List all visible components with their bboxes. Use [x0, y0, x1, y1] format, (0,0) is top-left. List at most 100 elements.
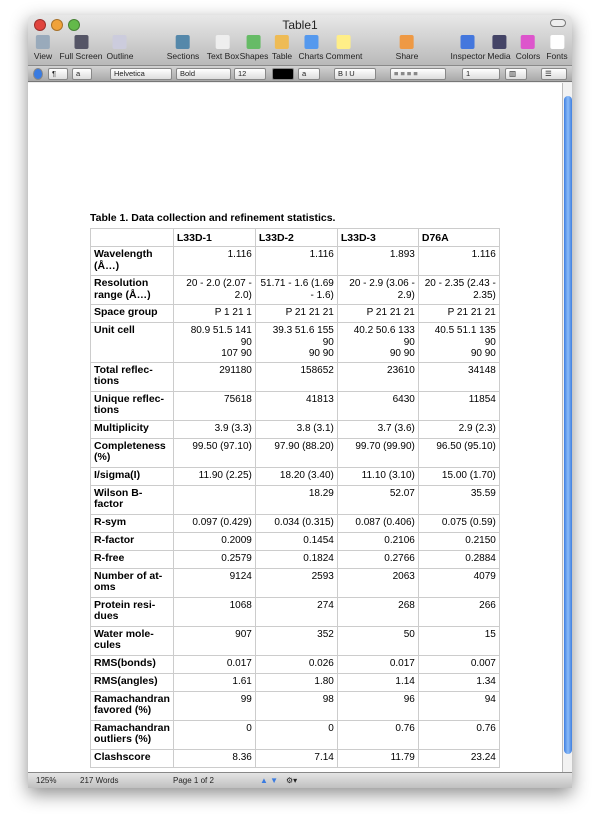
table-cell[interactable]: 3.8 (3.1)	[254, 419, 338, 439]
table-cell[interactable]: 18.29	[254, 484, 338, 515]
table-cell[interactable]: 0.017	[172, 654, 256, 674]
table-cell[interactable]: 80.9 51.5 141 90 107 90	[172, 322, 256, 363]
row-label[interactable]: I/sigma(I)	[90, 466, 174, 486]
table-cell[interactable]: 8.36	[172, 748, 256, 768]
toolbar-toggle-button[interactable]	[550, 19, 566, 27]
table-cell[interactable]: 0.76	[336, 719, 419, 750]
table-cell[interactable]: 97.90 (88.20)	[254, 437, 338, 468]
row-label[interactable]: Clashscore	[90, 748, 174, 768]
table-cell[interactable]: 1.61	[172, 672, 256, 692]
bold-italic-underline-buttons[interactable]: B I U	[334, 68, 376, 80]
table-cell[interactable]: 1.116	[172, 246, 256, 276]
statistics-table[interactable]: L33D-1 L33D-2 L33D-3 D76A Wavelength (Å…) 1.…	[90, 228, 500, 768]
table-cell[interactable]: 11.90 (2.25)	[172, 466, 256, 486]
table-cell[interactable]: 23.24	[417, 748, 500, 768]
typeface-select[interactable]: Bold	[176, 68, 231, 80]
table-cell[interactable]: 20 - 2.9 (3.06 - 2.9)	[336, 275, 419, 305]
table-cell[interactable]: 34148	[417, 361, 500, 392]
document-canvas[interactable]: Table 1. Data collection and refinement …	[28, 83, 562, 772]
column-header[interactable]: L33D-1	[172, 228, 256, 247]
zoom-select[interactable]: 125%	[36, 776, 57, 785]
toolbar-full-screen-button[interactable]: Full Screen	[60, 35, 103, 61]
table-cell[interactable]: 2593	[254, 567, 338, 598]
table-cell[interactable]: 51.71 - 1.6 (1.69 - 1.6)	[254, 275, 338, 305]
table-cell[interactable]: 158652	[254, 361, 338, 392]
table-cell[interactable]: 1.893	[336, 246, 419, 276]
table-cell[interactable]: 0.026	[254, 654, 338, 674]
table-cell[interactable]: 3.9 (3.3)	[172, 419, 256, 439]
table-cell[interactable]: 41813	[254, 390, 338, 421]
table-cell[interactable]: 0.2579	[172, 549, 256, 569]
toolbar-view-button[interactable]: View	[34, 35, 52, 61]
table-cell[interactable]: 96	[336, 690, 419, 721]
page-nav-arrows[interactable]: ▲ ▼	[260, 776, 279, 785]
table-cell[interactable]: 268	[336, 596, 419, 627]
table-cell[interactable]: 11854	[417, 390, 500, 421]
toolbar-shapes-button[interactable]: Shapes	[240, 35, 268, 61]
zoom-button[interactable]	[68, 19, 80, 31]
minimize-button[interactable]	[51, 19, 63, 31]
table-cell[interactable]: P 21 21 21	[417, 304, 500, 323]
table-cell[interactable]: 0.76	[417, 719, 500, 750]
table-cell[interactable]: 2.9 (2.3)	[417, 419, 500, 439]
toolbar-sections-button[interactable]: Sections	[167, 35, 199, 61]
table-cell[interactable]: 0.017	[336, 654, 419, 674]
font-size-field[interactable]: 12	[234, 68, 266, 80]
list-style-select[interactable]: ☰	[541, 68, 567, 80]
table-cell[interactable]: 2063	[336, 567, 419, 598]
row-label[interactable]: Ramachandran favored (%)	[90, 690, 174, 721]
table-cell[interactable]: P 21 21 21	[336, 304, 419, 323]
table-cell[interactable]: 39.3 51.6 155 90 90 90	[254, 322, 338, 363]
invisibles-icon[interactable]	[33, 68, 43, 80]
table-cell[interactable]: 0.2150	[417, 531, 500, 551]
toolbar-outline-button[interactable]: Outline	[107, 35, 133, 61]
line-spacing-select[interactable]: 1	[462, 68, 500, 80]
toolbar-comment-button[interactable]: Comment	[326, 35, 362, 61]
font-family-select[interactable]: Helvetica	[110, 68, 172, 80]
toolbar-media-button[interactable]: Media	[487, 35, 511, 61]
column-header[interactable]: D76A	[417, 228, 500, 247]
table-cell[interactable]: 0.097 (0.429)	[172, 513, 256, 533]
row-label[interactable]: Multiplicity	[90, 419, 174, 439]
table-cell[interactable]: 0.1824	[254, 549, 338, 569]
table-cell[interactable]: 20 - 2.35 (2.43 - 2.35)	[417, 275, 500, 305]
toolbar-share-button[interactable]: Share	[396, 35, 418, 61]
paragraph-style-select[interactable]: ¶	[48, 68, 68, 80]
row-label[interactable]: Unique reflec- tions	[90, 390, 174, 421]
table-cell[interactable]: 3.7 (3.6)	[336, 419, 419, 439]
table-cell[interactable]: 11.79	[336, 748, 419, 768]
column-header[interactable]: L33D-2	[254, 228, 338, 247]
table-cell[interactable]: 352	[254, 625, 338, 656]
table-cell[interactable]: 1.14	[336, 672, 419, 692]
row-label[interactable]: RMS(angles)	[90, 672, 174, 692]
row-label[interactable]: R-sym	[90, 513, 174, 533]
toolbar-colors-button[interactable]: Colors	[516, 35, 540, 61]
toolbar-table-button[interactable]: Table	[272, 35, 292, 61]
table-cell[interactable]: 0.2884	[417, 549, 500, 569]
row-label[interactable]: Total reflec- tions	[90, 361, 174, 392]
table-cell[interactable]: 266	[417, 596, 500, 627]
toolbar-text-box-button[interactable]: Text Box	[207, 35, 239, 61]
alignment-buttons[interactable]: ≡ ≡ ≡ ≡	[390, 68, 446, 80]
column-header[interactable]: L33D-3	[336, 228, 419, 247]
table-cell[interactable]: 274	[254, 596, 338, 627]
text-color-well[interactable]	[272, 68, 294, 80]
table-cell[interactable]: 1.34	[417, 672, 500, 692]
table-cell[interactable]: P 21 21 21	[254, 304, 338, 323]
table-cell[interactable]: 75618	[172, 390, 256, 421]
row-label[interactable]: Water mole- cules	[90, 625, 174, 656]
toolbar-charts-button[interactable]: Charts	[298, 35, 324, 61]
vertical-scrollbar[interactable]	[562, 83, 572, 772]
character-style-select[interactable]: a	[72, 68, 92, 80]
row-label[interactable]: R-factor	[90, 531, 174, 551]
table-cell[interactable]: 35.59	[417, 484, 500, 515]
table-cell[interactable]	[172, 484, 256, 515]
table-cell[interactable]: 94	[417, 690, 500, 721]
table-cell[interactable]: P 1 21 1	[172, 304, 256, 323]
table-cell[interactable]: 0.075 (0.59)	[417, 513, 500, 533]
table-cell[interactable]: 23610	[336, 361, 419, 392]
row-label[interactable]: Wilson B- factor	[90, 484, 174, 515]
table-cell[interactable]: 1.116	[254, 246, 338, 276]
table-cell[interactable]: 4079	[417, 567, 500, 598]
close-button[interactable]	[34, 19, 46, 31]
